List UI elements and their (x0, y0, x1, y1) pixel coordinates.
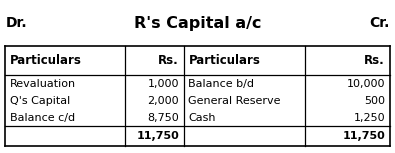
Text: Particulars: Particulars (188, 54, 260, 67)
Text: Q's Capital: Q's Capital (10, 95, 70, 106)
Text: 500: 500 (364, 95, 385, 106)
Text: 1,000: 1,000 (148, 78, 179, 88)
Text: Rs.: Rs. (364, 54, 385, 67)
Text: 11,750: 11,750 (136, 131, 179, 141)
Text: Revaluation: Revaluation (10, 78, 76, 88)
Text: 11,750: 11,750 (342, 131, 385, 141)
Text: Balance b/d: Balance b/d (188, 78, 254, 88)
Text: General Reserve: General Reserve (188, 95, 281, 106)
Text: Cr.: Cr. (369, 16, 390, 30)
Text: Balance c/d: Balance c/d (10, 113, 75, 123)
Text: 8,750: 8,750 (147, 113, 179, 123)
Text: 2,000: 2,000 (147, 95, 179, 106)
Text: Dr.: Dr. (5, 16, 27, 30)
Text: R's Capital a/c: R's Capital a/c (134, 16, 261, 31)
Text: 1,250: 1,250 (354, 113, 385, 123)
Text: Cash: Cash (188, 113, 216, 123)
Text: 10,000: 10,000 (346, 78, 385, 88)
Text: Rs.: Rs. (158, 54, 179, 67)
Text: Particulars: Particulars (10, 54, 82, 67)
